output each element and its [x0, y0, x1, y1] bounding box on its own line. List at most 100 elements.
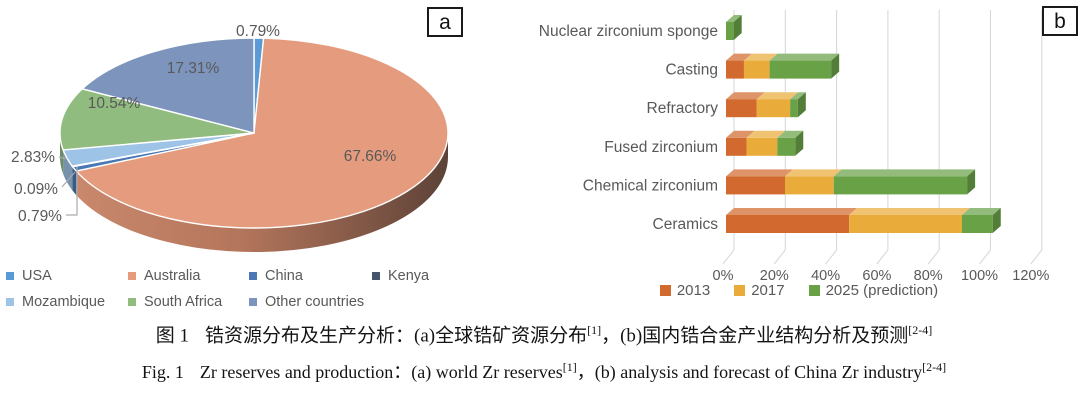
- charts-canvas: 0.79% 67.66% 0.79% 0.09% 2.83% 10.54% 17.31% 0%…: [11, 10, 1049, 284]
- category-label-nuclear-zirconium-sponge: Nuclear zirconium sponge: [539, 23, 718, 40]
- legend-item-kenya: Kenya: [372, 268, 429, 284]
- legend-label: Mozambique: [22, 294, 106, 310]
- axis-tick-label: 0%: [713, 268, 734, 284]
- label-leader-line: [58, 156, 68, 160]
- legend-swatch-2017: [734, 285, 746, 296]
- bar-segment-2025-chemical-zirconium: [833, 176, 968, 195]
- pie-percent-label-kenya: 0.09%: [14, 181, 58, 198]
- bar-segment-cap: [967, 169, 976, 195]
- bar-segment-top-2013: [726, 208, 858, 215]
- caption-en-text: Zr reserves and production：(a) world Zr …: [199, 362, 563, 383]
- gridline-foot: [876, 249, 889, 265]
- legend-swatch-south-africa: [128, 298, 136, 306]
- bar-segment-top-2017: [849, 208, 970, 215]
- axis-tick-label: 60%: [862, 268, 891, 284]
- axis-tick-label: 20%: [760, 268, 789, 284]
- gridline-foot: [927, 249, 940, 265]
- legend-label: 2017: [751, 282, 785, 299]
- bar-legend: 2013 2017 2025 (prediction): [510, 282, 1088, 299]
- legend-item-mozambique: Mozambique: [6, 294, 105, 310]
- legend-swatch-kenya: [372, 272, 380, 280]
- gridline-foot: [825, 249, 838, 265]
- bar-segment-top-2013: [726, 169, 793, 177]
- legend-item-2013: 2013: [659, 282, 711, 299]
- bar-segment-top-2017: [746, 130, 786, 138]
- panel-a-label: a: [427, 7, 463, 37]
- pie-legend: USA Australia China Kenya Mozambique South Af…: [6, 268, 508, 318]
- category-label-refractory: Refractory: [647, 100, 719, 117]
- legend-swatch-china: [249, 272, 257, 280]
- bar-segment-2017-ceramics: [849, 215, 962, 233]
- caption-en-fig-label: Fig. 1: [141, 362, 184, 383]
- bar-segment-cap: [795, 130, 804, 156]
- category-label-casting: Casting: [665, 62, 718, 79]
- legend-swatch-other-countries: [249, 298, 257, 306]
- legend-swatch-2025-prediction: [808, 285, 820, 296]
- legend-swatch-2013: [659, 285, 671, 296]
- caption-cn-text: 锆资源分布及生产分析：(a)全球锆矿资源分布: [205, 325, 588, 347]
- pie-slice-side-mozambique: [63, 149, 73, 191]
- figure-caption: 图 1 锆资源分布及生产分析：(a)全球锆矿资源分布[1]，(b)国内锆合金产业结…: [0, 323, 1088, 384]
- legend-item-south-africa: South Africa: [128, 294, 222, 310]
- legend-label: 2013: [676, 282, 711, 299]
- gridline-foot: [773, 249, 786, 265]
- bar-segment-2013-chemical-zirconium: [726, 176, 785, 195]
- gridline-foot: [979, 249, 991, 265]
- category-label-fused-zirconium: Fused zirconium: [604, 139, 718, 156]
- caption-en-ref-1: [1]: [562, 360, 577, 375]
- label-leader-line: [66, 167, 78, 216]
- gridline-foot: [722, 249, 735, 265]
- legend-label: Australia: [144, 268, 201, 284]
- caption-cn-ref-1: [1]: [587, 323, 602, 337]
- pie-percent-label-other-countries: 17.31%: [167, 60, 220, 77]
- legend-item-australia: Australia: [128, 268, 200, 284]
- legend-item-2017: 2017: [734, 282, 785, 299]
- bar-segment-2013-casting: [726, 60, 744, 79]
- bar-segment-top-2017: [743, 53, 778, 61]
- legend-label: 2025 (prediction): [825, 282, 939, 299]
- bar-segment-top-2025: [726, 15, 742, 22]
- caption-cn-text2: ，(b)国内锆合金产业结构分析及预测: [601, 325, 909, 347]
- axis-tick-label: 100%: [961, 268, 998, 284]
- legend-item-china: China: [249, 268, 303, 284]
- legend-item-usa: USA: [6, 268, 52, 284]
- bar-segment-2025-nuclear-zirconium-sponge: [726, 22, 734, 40]
- bar-segment-2025-casting: [769, 60, 832, 79]
- bar-segment-2013-fused-zirconium: [726, 137, 747, 156]
- bar-segment-top-2017: [756, 92, 799, 100]
- legend-label: Kenya: [388, 268, 430, 284]
- bar-segment-top-2025: [769, 53, 840, 61]
- pie-slice-south-africa: [59, 88, 255, 151]
- legend-item-other-countries: Other countries: [249, 294, 364, 310]
- legend-swatch-australia: [128, 272, 136, 280]
- axis-tick-label: 40%: [811, 268, 840, 284]
- legend-swatch-usa: [6, 272, 14, 280]
- bar-segment-cap: [831, 53, 840, 79]
- category-label-ceramics: Ceramics: [653, 216, 719, 233]
- bar-segment-2017-refractory: [756, 99, 791, 118]
- pie-percent-label-usa: 0.79%: [236, 23, 280, 40]
- bar-segment-2025-fused-zirconium: [777, 137, 796, 156]
- bar-segment-top-2013: [726, 130, 755, 138]
- pie-percent-label-china: 0.79%: [18, 208, 62, 225]
- label-leader-line: [61, 171, 76, 188]
- bar-segment-top-2025: [777, 130, 804, 138]
- bar-segment-top-2025: [961, 208, 1001, 215]
- pie-percent-label-south-africa: 10.54%: [88, 95, 141, 112]
- bar-segment-cap: [797, 92, 806, 118]
- bar-segment-2025-ceramics: [961, 215, 993, 233]
- legend-label: China: [265, 268, 303, 284]
- caption-english: Fig. 1 Zr reserves and production：(a) wor…: [0, 360, 1088, 384]
- bar-segment-2025-refractory: [790, 99, 798, 118]
- bar-segment-top-2025: [833, 169, 976, 177]
- bar-segment-top-2017: [784, 169, 842, 177]
- pie-slice-side-australia: [76, 133, 448, 252]
- caption-chinese: 图 1 锆资源分布及生产分析：(a)全球锆矿资源分布[1]，(b)国内锆合金产业结…: [0, 323, 1088, 348]
- caption-en-ref-2: [2-4]: [922, 360, 947, 375]
- bar-segment-top-2025: [790, 92, 806, 100]
- legend-label: South Africa: [144, 294, 223, 310]
- bar-segment-2017-casting: [743, 60, 770, 79]
- bar-segment-2017-chemical-zirconium: [784, 176, 834, 195]
- legend-swatch-mozambique: [6, 298, 14, 306]
- bar-segment-top-2013: [726, 53, 752, 61]
